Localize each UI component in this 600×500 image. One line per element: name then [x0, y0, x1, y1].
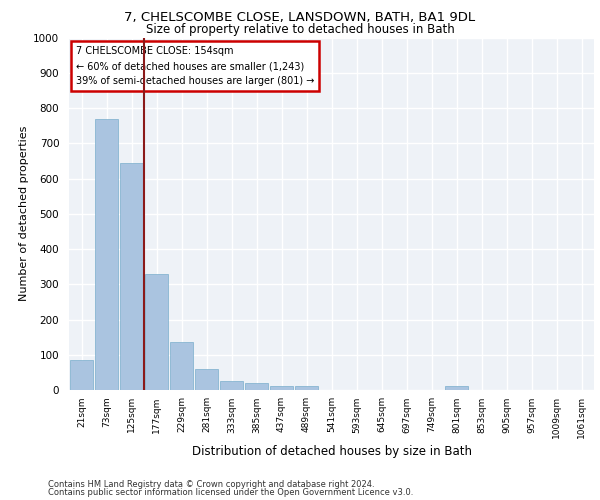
Bar: [195, 369, 218, 390]
Bar: [245, 383, 268, 390]
Bar: [95, 118, 118, 390]
Bar: [445, 386, 468, 390]
Y-axis label: Number of detached properties: Number of detached properties: [19, 126, 29, 302]
Text: Contains HM Land Registry data © Crown copyright and database right 2024.: Contains HM Land Registry data © Crown c…: [48, 480, 374, 489]
Bar: [70, 360, 93, 390]
Bar: [120, 162, 143, 390]
Text: Contains public sector information licensed under the Open Government Licence v3: Contains public sector information licen…: [48, 488, 413, 497]
Text: 7, CHELSCOMBE CLOSE, LANSDOWN, BATH, BA1 9DL: 7, CHELSCOMBE CLOSE, LANSDOWN, BATH, BA1…: [124, 11, 476, 24]
Text: Size of property relative to detached houses in Bath: Size of property relative to detached ho…: [146, 22, 454, 36]
Bar: [170, 342, 193, 390]
Text: 7 CHELSCOMBE CLOSE: 154sqm
← 60% of detached houses are smaller (1,243)
39% of s: 7 CHELSCOMBE CLOSE: 154sqm ← 60% of deta…: [76, 46, 314, 86]
Bar: [145, 274, 168, 390]
Bar: [270, 386, 293, 390]
Bar: [220, 381, 243, 390]
Bar: [295, 386, 318, 390]
X-axis label: Distribution of detached houses by size in Bath: Distribution of detached houses by size …: [191, 446, 472, 458]
